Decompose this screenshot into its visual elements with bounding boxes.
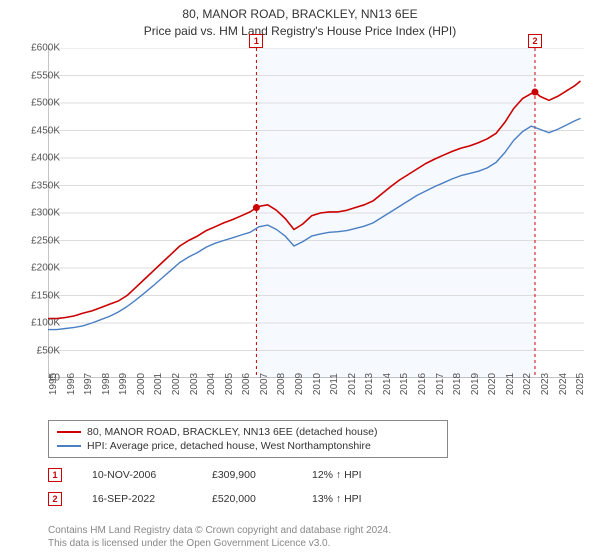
footer-line2: This data is licensed under the Open Gov… bbox=[48, 537, 391, 550]
x-tick-label: 2010 bbox=[312, 373, 323, 395]
x-tick-label: 2019 bbox=[470, 373, 481, 395]
legend-swatch-1 bbox=[57, 445, 81, 447]
y-tick-label: £100K bbox=[12, 318, 60, 329]
sale-pct-1: 13% ↑ HPI bbox=[312, 493, 392, 505]
y-tick-label: £50K bbox=[12, 345, 60, 356]
x-tick-label: 2000 bbox=[136, 373, 147, 395]
sale-price-0: £309,900 bbox=[212, 469, 282, 481]
sale-date-0: 10-NOV-2006 bbox=[92, 469, 182, 481]
x-tick-label: 1999 bbox=[118, 373, 129, 395]
x-tick-label: 2007 bbox=[259, 373, 270, 395]
y-tick-label: £150K bbox=[12, 290, 60, 301]
x-tick-label: 1997 bbox=[83, 373, 94, 395]
chart-marker-box-2: 2 bbox=[528, 34, 542, 48]
y-tick-label: £500K bbox=[12, 98, 60, 109]
y-tick-label: £450K bbox=[12, 125, 60, 136]
legend-label-0: 80, MANOR ROAD, BRACKLEY, NN13 6EE (deta… bbox=[87, 426, 377, 438]
sale-price-1: £520,000 bbox=[212, 493, 282, 505]
chart-container: 80, MANOR ROAD, BRACKLEY, NN13 6EE Price… bbox=[0, 0, 600, 560]
legend-label-1: HPI: Average price, detached house, West… bbox=[87, 440, 371, 452]
x-tick-label: 2016 bbox=[417, 373, 428, 395]
sale-row-0: 1 10-NOV-2006 £309,900 12% ↑ HPI bbox=[48, 468, 392, 482]
subtitle: Price paid vs. HM Land Registry's House … bbox=[0, 23, 600, 40]
chart-area bbox=[48, 48, 584, 378]
address-title: 80, MANOR ROAD, BRACKLEY, NN13 6EE bbox=[0, 6, 600, 23]
x-tick-label: 2025 bbox=[575, 373, 586, 395]
chart-svg bbox=[48, 48, 584, 378]
x-tick-label: 2013 bbox=[364, 373, 375, 395]
legend-row-0: 80, MANOR ROAD, BRACKLEY, NN13 6EE (deta… bbox=[57, 425, 439, 439]
title-block: 80, MANOR ROAD, BRACKLEY, NN13 6EE Price… bbox=[0, 0, 600, 40]
x-tick-label: 2005 bbox=[224, 373, 235, 395]
x-tick-label: 2003 bbox=[189, 373, 200, 395]
x-tick-label: 2012 bbox=[347, 373, 358, 395]
x-tick-label: 2021 bbox=[505, 373, 516, 395]
sale-row-1: 2 16-SEP-2022 £520,000 13% ↑ HPI bbox=[48, 492, 392, 506]
x-tick-label: 2004 bbox=[206, 373, 217, 395]
x-tick-label: 2009 bbox=[294, 373, 305, 395]
footer-line1: Contains HM Land Registry data © Crown c… bbox=[48, 524, 391, 537]
x-tick-label: 2017 bbox=[435, 373, 446, 395]
sale-marker-1: 2 bbox=[48, 492, 62, 506]
x-tick-label: 1998 bbox=[101, 373, 112, 395]
x-tick-label: 2002 bbox=[171, 373, 182, 395]
legend-row-1: HPI: Average price, detached house, West… bbox=[57, 439, 439, 453]
y-tick-label: £300K bbox=[12, 208, 60, 219]
x-tick-label: 2023 bbox=[540, 373, 551, 395]
x-tick-label: 2022 bbox=[522, 373, 533, 395]
chart-marker-box-1: 1 bbox=[249, 34, 263, 48]
y-tick-label: £400K bbox=[12, 153, 60, 164]
y-tick-label: £350K bbox=[12, 180, 60, 191]
x-tick-label: 2001 bbox=[153, 373, 164, 395]
x-tick-label: 2011 bbox=[329, 373, 340, 395]
footer-note: Contains HM Land Registry data © Crown c… bbox=[48, 524, 391, 550]
legend-swatch-0 bbox=[57, 431, 81, 433]
x-tick-label: 2018 bbox=[452, 373, 463, 395]
sale-marker-0: 1 bbox=[48, 468, 62, 482]
x-tick-label: 2024 bbox=[558, 373, 569, 395]
sale-pct-0: 12% ↑ HPI bbox=[312, 469, 392, 481]
y-tick-label: £200K bbox=[12, 263, 60, 274]
x-tick-label: 2020 bbox=[487, 373, 498, 395]
x-tick-label: 2008 bbox=[276, 373, 287, 395]
sale-date-1: 16-SEP-2022 bbox=[92, 493, 182, 505]
x-tick-label: 1995 bbox=[48, 373, 59, 395]
x-tick-label: 2006 bbox=[241, 373, 252, 395]
legend-box: 80, MANOR ROAD, BRACKLEY, NN13 6EE (deta… bbox=[48, 420, 448, 458]
x-tick-label: 2014 bbox=[382, 373, 393, 395]
y-tick-label: £600K bbox=[12, 43, 60, 54]
x-tick-label: 2015 bbox=[399, 373, 410, 395]
x-tick-label: 1996 bbox=[66, 373, 77, 395]
y-tick-label: £250K bbox=[12, 235, 60, 246]
y-tick-label: £550K bbox=[12, 70, 60, 81]
